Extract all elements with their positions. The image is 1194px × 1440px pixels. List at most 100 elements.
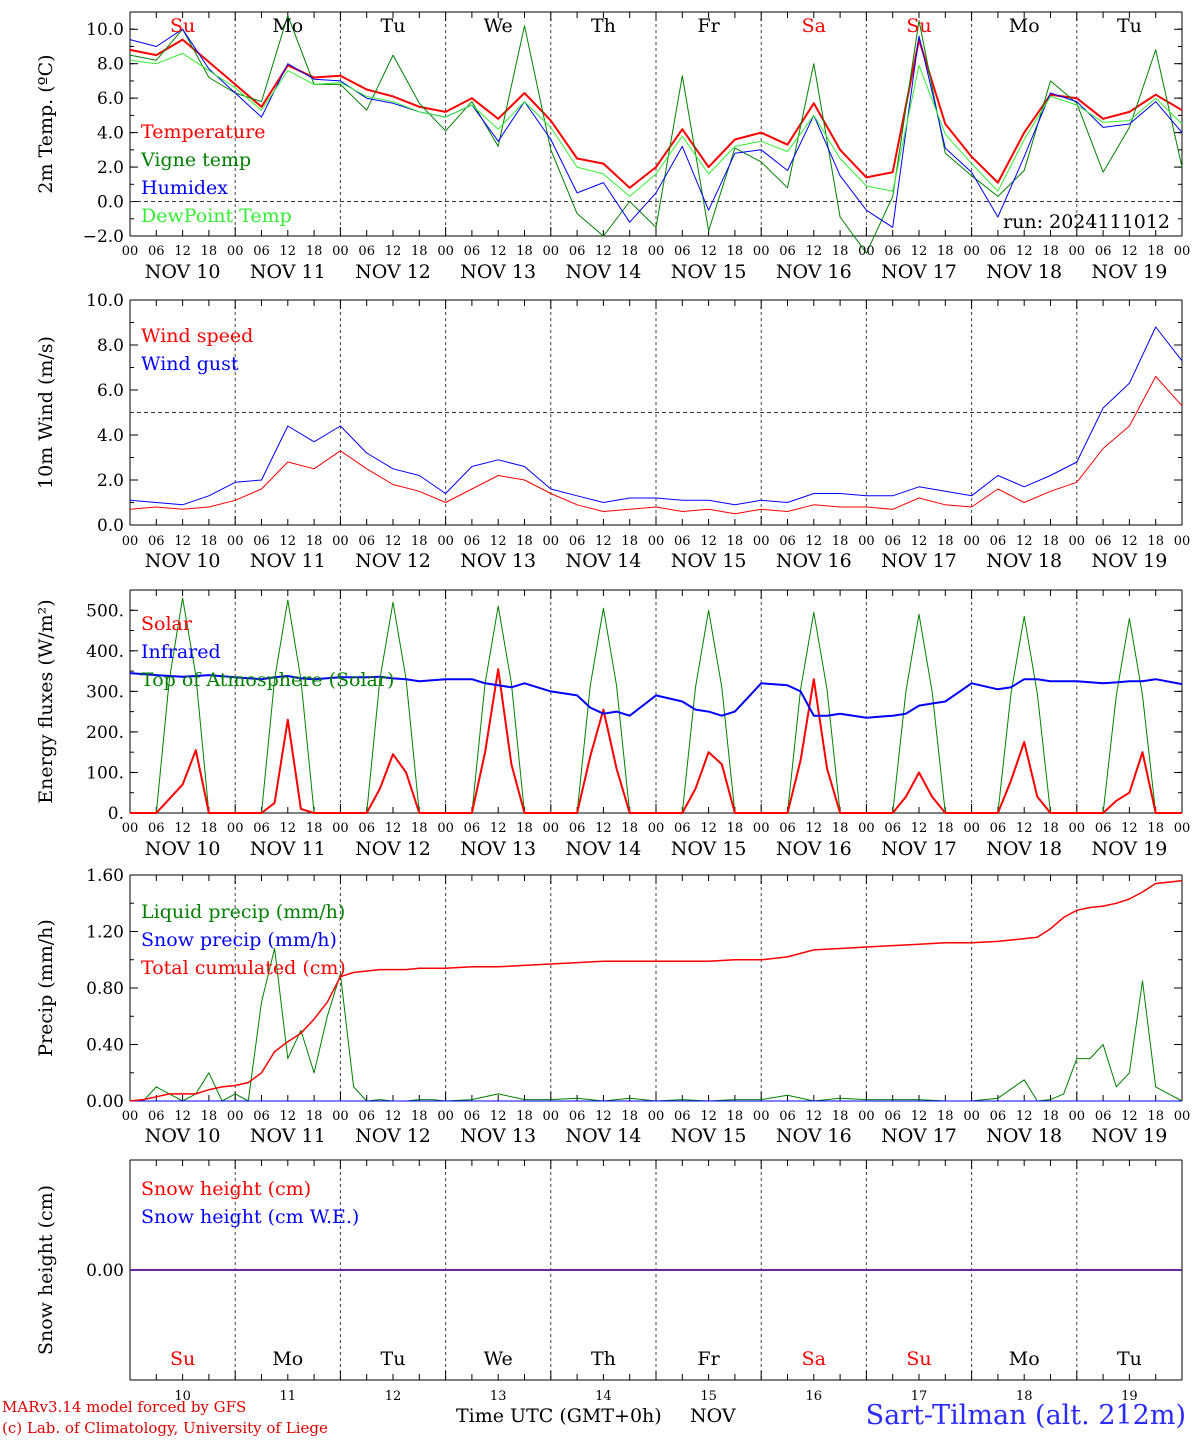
hour-tick-label: 00 bbox=[753, 1109, 770, 1124]
hour-tick-label: 18 bbox=[1147, 1109, 1164, 1124]
hour-tick-label: 18 bbox=[201, 1109, 218, 1124]
hour-tick-label: 18 bbox=[832, 534, 849, 549]
run-label: run: 2024111012 bbox=[1003, 211, 1170, 233]
day-number-label: 19 bbox=[1121, 1389, 1138, 1404]
date-label: NOV 18 bbox=[986, 550, 1062, 572]
hour-tick-label: 18 bbox=[516, 244, 533, 259]
hour-tick-label: 00 bbox=[753, 534, 770, 549]
hour-tick-label: 18 bbox=[1042, 1109, 1059, 1124]
hour-tick-label: 00 bbox=[122, 244, 139, 259]
hour-tick-label: 06 bbox=[674, 821, 691, 836]
hour-tick-label: 18 bbox=[621, 821, 638, 836]
date-label: NOV 12 bbox=[355, 1125, 431, 1147]
hour-tick-label: 00 bbox=[332, 821, 349, 836]
y-axis-label: 10m Wind (m/s) bbox=[35, 336, 57, 489]
hour-tick-label: 00 bbox=[332, 534, 349, 549]
hour-tick-label: 06 bbox=[358, 821, 375, 836]
date-label: NOV 19 bbox=[1091, 550, 1167, 572]
hour-tick-label: 18 bbox=[306, 821, 323, 836]
hour-tick-label: 18 bbox=[1147, 821, 1164, 836]
hour-tick-label: 12 bbox=[911, 821, 928, 836]
series-solar bbox=[130, 668, 1182, 814]
hour-tick-label: 00 bbox=[122, 821, 139, 836]
day-number-label: 14 bbox=[595, 1389, 612, 1404]
date-label: NOV 12 bbox=[355, 550, 431, 572]
hour-tick-label: 06 bbox=[1095, 244, 1112, 259]
hour-tick-label: 00 bbox=[963, 244, 980, 259]
date-label: NOV 13 bbox=[460, 838, 536, 860]
hour-tick-label: 18 bbox=[516, 534, 533, 549]
hour-tick-label: 12 bbox=[490, 244, 507, 259]
hour-tick-label: 12 bbox=[174, 821, 191, 836]
hour-tick-label: 06 bbox=[253, 534, 270, 549]
hour-tick-label: 00 bbox=[963, 534, 980, 549]
hour-tick-label: 06 bbox=[674, 244, 691, 259]
hour-tick-label: 18 bbox=[937, 1109, 954, 1124]
hour-tick-label: 12 bbox=[385, 534, 402, 549]
hour-tick-label: 06 bbox=[569, 1109, 586, 1124]
legend-entry: DewPoint Temp bbox=[141, 205, 292, 227]
hour-tick-label: 06 bbox=[779, 534, 796, 549]
hour-tick-label: 12 bbox=[1016, 244, 1033, 259]
x-axis-month: NOV bbox=[690, 1405, 736, 1427]
day-number-label: 17 bbox=[911, 1389, 928, 1404]
hour-tick-label: 06 bbox=[779, 244, 796, 259]
y-tick-label: 0. bbox=[108, 804, 124, 824]
date-label: NOV 15 bbox=[671, 261, 747, 283]
hour-tick-label: 12 bbox=[280, 534, 297, 549]
weekday-label: Tu bbox=[381, 15, 406, 37]
weekday-label: Tu bbox=[381, 1348, 406, 1370]
legend-entry: Top of Atmosphere (Solar) bbox=[141, 669, 394, 691]
hour-tick-label: 06 bbox=[779, 821, 796, 836]
date-label: NOV 11 bbox=[250, 838, 326, 860]
date-label: NOV 16 bbox=[776, 838, 852, 860]
y-tick-label: 500. bbox=[86, 601, 124, 621]
hour-tick-label: 18 bbox=[411, 534, 428, 549]
weekday-label: Mo bbox=[1009, 1348, 1040, 1370]
date-label: NOV 10 bbox=[145, 1125, 221, 1147]
legend-entry: Liquid precip (mm/h) bbox=[141, 901, 345, 923]
hour-tick-label: 06 bbox=[358, 244, 375, 259]
hour-tick-label: 18 bbox=[306, 244, 323, 259]
date-label: NOV 17 bbox=[881, 838, 957, 860]
hour-tick-label: 12 bbox=[595, 821, 612, 836]
date-label: NOV 14 bbox=[565, 550, 641, 572]
date-label: NOV 16 bbox=[776, 1125, 852, 1147]
hour-tick-label: 18 bbox=[727, 1109, 744, 1124]
hour-tick-label: 00 bbox=[1174, 821, 1191, 836]
hour-tick-label: 18 bbox=[832, 821, 849, 836]
day-number-label: 11 bbox=[280, 1389, 297, 1404]
legend-entry: Snow height (cm W.E.) bbox=[141, 1206, 359, 1228]
y-tick-label: 8.0 bbox=[97, 336, 124, 356]
hour-tick-label: 06 bbox=[464, 244, 481, 259]
hour-tick-label: 12 bbox=[490, 821, 507, 836]
y-tick-label: 6.0 bbox=[97, 89, 124, 109]
y-axis-label: Precip (mm/h) bbox=[35, 919, 57, 1057]
hour-tick-label: 12 bbox=[806, 244, 823, 259]
hour-tick-label: 12 bbox=[806, 534, 823, 549]
hour-tick-label: 00 bbox=[227, 1109, 244, 1124]
series-liquid-precip-mm-h bbox=[130, 948, 1183, 1102]
hour-tick-label: 00 bbox=[227, 821, 244, 836]
series-infrared bbox=[129, 672, 1183, 719]
hour-tick-label: 12 bbox=[700, 821, 717, 836]
hour-tick-label: 06 bbox=[990, 1109, 1007, 1124]
weekday-label: Fr bbox=[697, 15, 720, 37]
date-label: NOV 14 bbox=[565, 1125, 641, 1147]
hour-tick-label: 00 bbox=[1174, 244, 1191, 259]
hour-tick-label: 12 bbox=[595, 244, 612, 259]
hour-tick-label: 12 bbox=[1016, 821, 1033, 836]
date-label: NOV 11 bbox=[250, 550, 326, 572]
day-number-label: 12 bbox=[385, 1389, 402, 1404]
y-tick-label: 0.00 bbox=[86, 1092, 124, 1112]
day-number-label: 10 bbox=[174, 1389, 191, 1404]
hour-tick-label: 06 bbox=[358, 534, 375, 549]
date-label: NOV 19 bbox=[1091, 838, 1167, 860]
y-tick-label: 0.0 bbox=[97, 193, 124, 213]
hour-tick-label: 18 bbox=[832, 244, 849, 259]
panel-precip: 0.00 0.40 0.80 1.20 1.60 Precip (mm/h) Liquid … bbox=[35, 866, 1190, 1147]
hour-tick-label: 18 bbox=[621, 244, 638, 259]
date-label: NOV 11 bbox=[250, 261, 326, 283]
weekday-label: Sa bbox=[802, 15, 826, 37]
date-label: NOV 18 bbox=[986, 261, 1062, 283]
